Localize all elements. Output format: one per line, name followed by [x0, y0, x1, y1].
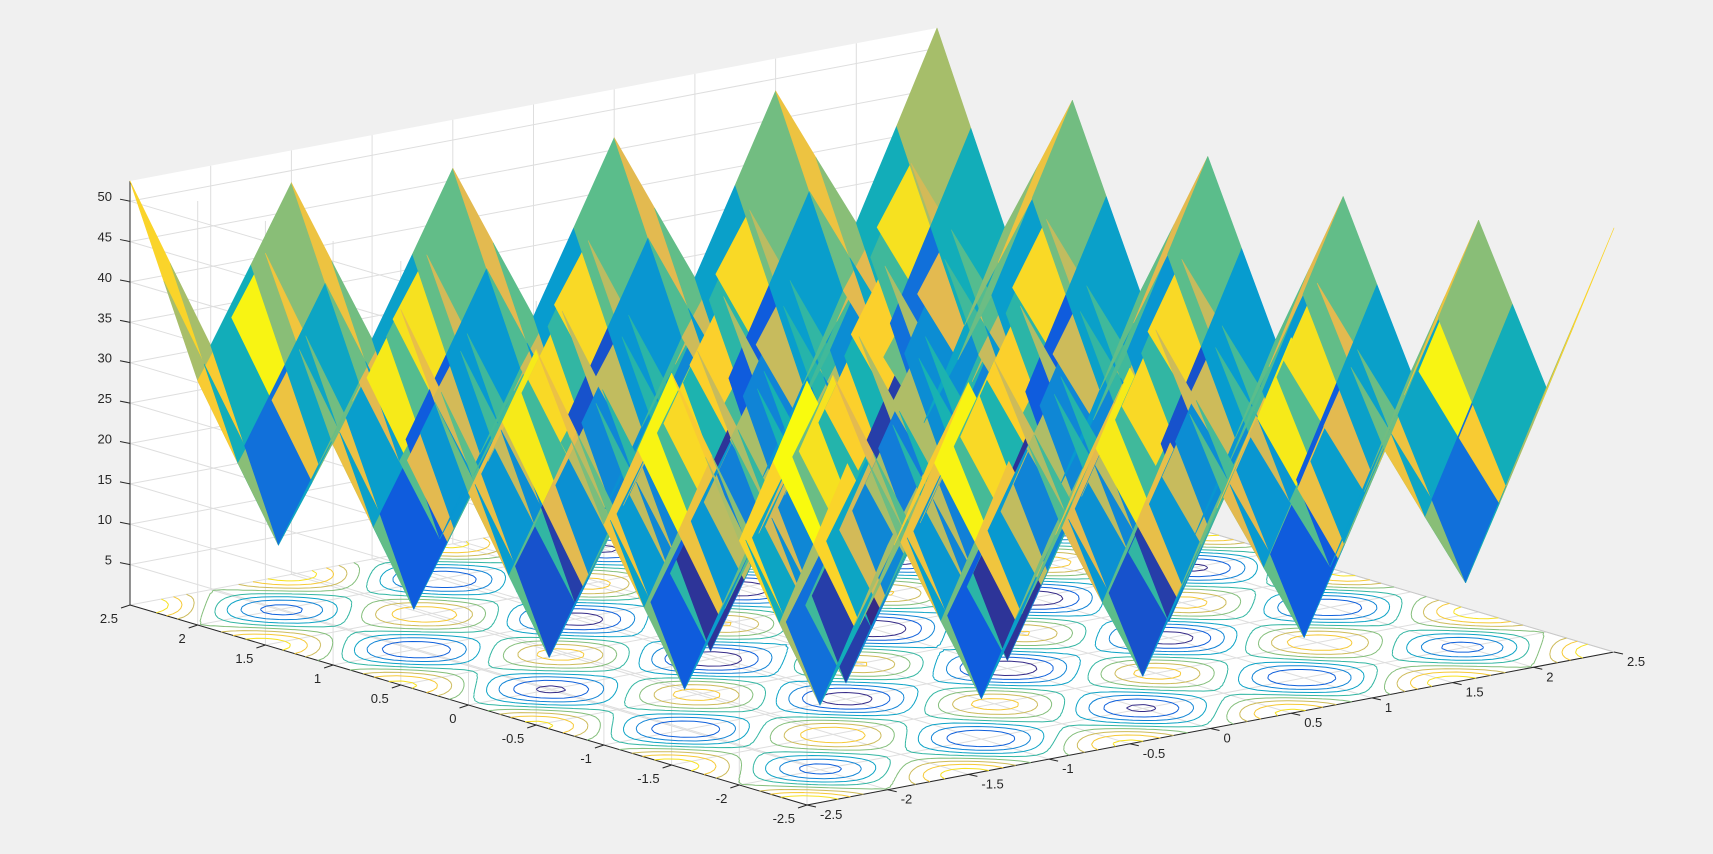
- z-tick-mark: [119, 279, 131, 283]
- x-tick-mark: [806, 804, 817, 808]
- y-tick-mark: [797, 804, 808, 809]
- y-tick-label: -0.5: [502, 731, 524, 746]
- x-tick-label: -2: [901, 792, 913, 807]
- x-tick-mark: [1129, 743, 1139, 747]
- x-tick-mark: [1291, 712, 1301, 716]
- z-tick-mark: [119, 198, 131, 202]
- z-tick-label: 5: [105, 553, 112, 568]
- x-tick-label: 2.5: [1627, 654, 1645, 669]
- x-tick-mark: [1210, 728, 1220, 731]
- x-tick-mark: [887, 789, 897, 793]
- y-tick-mark: [120, 604, 131, 609]
- y-tick-mark: [256, 644, 266, 649]
- y-tick-label: -1: [580, 751, 592, 766]
- x-tick-label: 0.5: [1304, 715, 1322, 730]
- y-tick-label: -2.5: [773, 811, 795, 826]
- x-tick-mark: [1371, 697, 1382, 701]
- z-tick-mark: [119, 521, 131, 525]
- z-tick-label: 45: [98, 230, 112, 245]
- z-tick-mark: [119, 360, 131, 364]
- x-tick-label: 2: [1546, 669, 1553, 684]
- x-tick-label: -1.5: [981, 776, 1003, 791]
- y-tick-mark: [323, 664, 334, 669]
- x-tick-label: 1.5: [1466, 685, 1484, 700]
- z-tick-label: 10: [98, 512, 112, 527]
- z-tick-label: 50: [98, 189, 112, 204]
- y-tick-mark: [188, 624, 198, 629]
- x-tick-mark: [1452, 682, 1462, 686]
- x-tick-label: -0.5: [1143, 746, 1165, 761]
- x-tick-mark: [1613, 651, 1624, 655]
- z-tick-mark: [119, 481, 131, 485]
- y-tick-mark: [459, 704, 469, 709]
- y-tick-mark: [662, 764, 672, 769]
- y-tick-label: 0.5: [371, 691, 389, 706]
- y-tick-label: 0: [449, 711, 456, 726]
- y-tick-mark: [391, 684, 401, 689]
- y-tick-label: 2.5: [100, 611, 118, 626]
- z-tick-mark: [119, 239, 131, 243]
- z-tick-label: 35: [98, 310, 112, 325]
- y-tick-mark: [527, 724, 537, 729]
- x-tick-label: 1: [1385, 700, 1392, 715]
- z-tick-mark: [119, 319, 131, 323]
- x-tick-mark: [968, 773, 978, 777]
- z-tick-label: 40: [98, 270, 112, 285]
- y-tick-label: 1.5: [235, 651, 253, 666]
- x-tick-mark: [1048, 758, 1059, 762]
- z-tick-label: 30: [98, 351, 112, 366]
- surface-face: [1539, 227, 1615, 407]
- y-tick-label: 2: [178, 631, 185, 646]
- z-tick-mark: [119, 400, 131, 404]
- surface-mesh: [129, 27, 1615, 706]
- y-tick-label: -1.5: [637, 771, 659, 786]
- z-tick-mark: [119, 562, 131, 566]
- x-tick-label: -1: [1062, 761, 1074, 776]
- x-tick-label: 0: [1224, 731, 1231, 746]
- z-tick-label: 15: [98, 472, 112, 487]
- y-tick-label: 1: [314, 671, 321, 686]
- y-tick-label: -2: [716, 791, 728, 806]
- y-tick-mark: [594, 744, 605, 749]
- axis-ticks: -2.5 -2 -1.5 -1 -0.5 0 0.5 1 1.5 2 2.5 -2.5 -2 -1.5 -1…: [98, 189, 1646, 826]
- y-tick-mark: [730, 784, 740, 789]
- z-tick-mark: [119, 440, 131, 444]
- x-tick-label: -2.5: [820, 807, 842, 822]
- z-tick-label: 25: [98, 391, 112, 406]
- x-tick-mark: [1533, 666, 1543, 670]
- z-tick-label: 20: [98, 431, 112, 446]
